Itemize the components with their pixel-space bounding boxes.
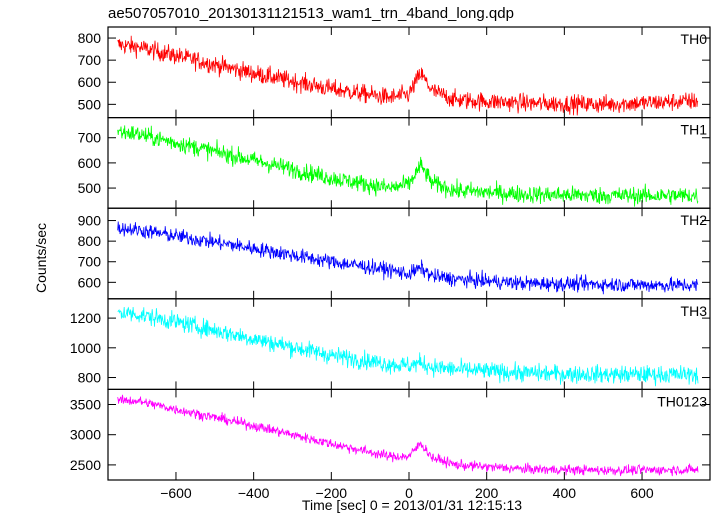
x-tick-label: 0 (405, 485, 413, 501)
y-tick-label: 800 (78, 370, 102, 386)
series-line-th2 (117, 221, 699, 295)
y-tick-label: 2500 (70, 457, 101, 473)
x-tick-label: 600 (630, 485, 654, 501)
panels-group: 500 600 700 800 TH0 500 600 700 TH1 600 700 800 900 T… (70, 26, 711, 501)
y-tick-label: 500 (78, 96, 102, 112)
chart-title: ae507057010_20130131121513_wam1_trn_4ban… (108, 5, 514, 22)
x-tick-label: −200 (316, 485, 348, 501)
panel-th3: 800 1000 1200 TH3 (70, 298, 711, 390)
y-tick-label: 700 (78, 52, 102, 68)
series-line-th0 (117, 35, 699, 116)
x-axis-label: Time [sec] 0 = 2013/01/31 12:15:13 (302, 497, 522, 513)
panel-frame (107, 207, 711, 300)
panel-th1: 500 600 700 TH1 (78, 116, 711, 209)
x-tick-label: 200 (475, 485, 499, 501)
y-axis-label: Counts/sec (33, 223, 49, 293)
y-tick-label: 800 (78, 233, 102, 249)
panel-label: TH1 (681, 122, 708, 138)
x-tick-label: −400 (238, 485, 270, 501)
y-tick-label: 3000 (70, 427, 101, 443)
series-line-th3 (117, 306, 699, 387)
y-tick-label: 3500 (70, 397, 101, 413)
panel-label: TH0 (681, 31, 708, 47)
panel-label: TH2 (681, 212, 708, 228)
y-tick-label: 700 (78, 254, 102, 270)
y-tick-label: 900 (78, 213, 102, 229)
panel-th0123: 2500 3000 3500 TH0123 (70, 388, 711, 481)
y-tick-label: 600 (78, 155, 102, 171)
y-tick-label: 500 (78, 180, 102, 196)
x-tick-label: 400 (553, 485, 577, 501)
y-tick-label: 600 (78, 274, 102, 290)
panel-th2: 600 700 800 900 TH2 (78, 207, 711, 300)
panel-th0: 500 600 700 800 TH0 (78, 26, 711, 119)
panel-label: TH3 (681, 303, 708, 319)
x-tick-label: −600 (160, 485, 192, 501)
y-tick-label: 700 (78, 130, 102, 146)
panel-label: TH0123 (657, 393, 707, 409)
y-tick-label: 1200 (70, 310, 101, 326)
y-tick-label: 600 (78, 74, 102, 90)
y-tick-label: 800 (78, 30, 102, 46)
series-line-th0123 (117, 394, 699, 477)
panel-frame (107, 388, 711, 481)
series-line-th1 (117, 125, 699, 207)
y-tick-label: 1000 (70, 340, 101, 356)
